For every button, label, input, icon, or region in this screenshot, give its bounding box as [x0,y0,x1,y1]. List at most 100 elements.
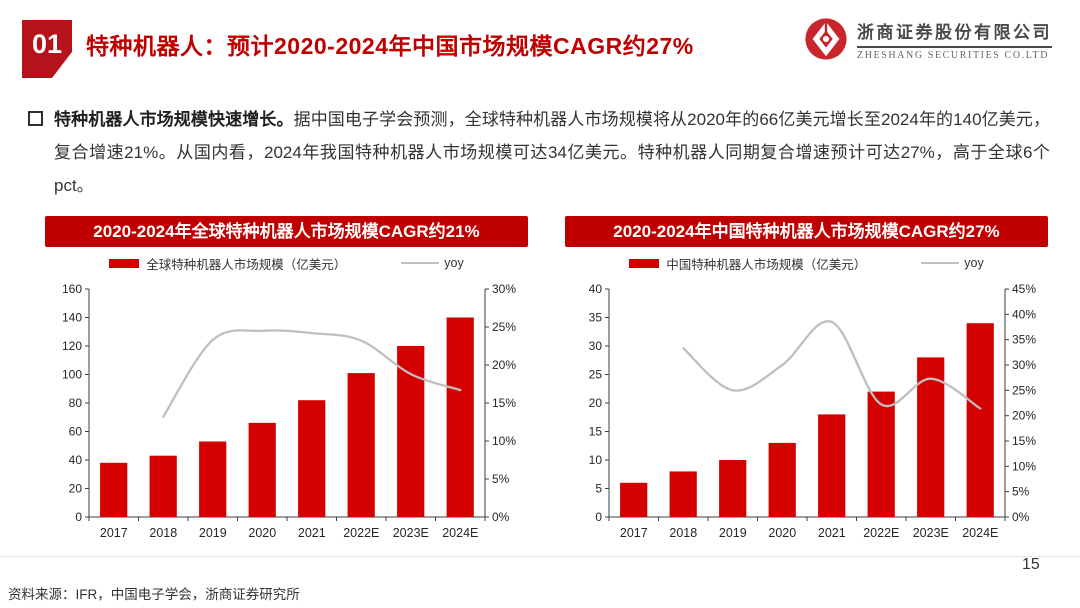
x-axis-label: 2017 [100,526,128,540]
chart-title-banner-china: 2020-2024年中国特种机器人市场规模CAGR约27% [565,216,1048,247]
left-axis-label: 5 [595,482,602,496]
right-axis-label: 0% [492,510,510,524]
bar [818,414,846,517]
section-number-box: 01 [22,20,72,78]
square-bullet-icon [28,111,43,126]
logo-text: 浙商证券股份有限公司 ZHESHANG SECURITIES CO.LTD [857,18,1052,61]
charts-row: 2020-2024年全球特种机器人市场规模CAGR约21% 全球特种机器人市场规… [45,216,1048,553]
right-axis-label: 15% [492,396,516,410]
chart-panel-china: 2020-2024年中国特种机器人市场规模CAGR约27% 中国特种机器人市场规… [565,216,1048,553]
summary-body: 据中国电子学会预测，全球特种机器人市场规模将从2020年的66亿美元增长至202… [54,110,1050,195]
x-axis-label: 2022E [343,526,379,540]
left-axis-label: 120 [62,339,82,353]
x-axis-label: 2017 [620,526,648,540]
x-axis-label: 2020 [768,526,796,540]
right-axis-label: 20% [1012,409,1036,423]
x-axis-label: 2021 [818,526,846,540]
logo-company-name-en: ZHESHANG SECURITIES CO.LTD [857,49,1050,61]
left-axis-label: 20 [589,396,603,410]
right-axis-label: 5% [492,472,510,486]
left-axis-label: 40 [589,282,603,296]
left-axis-label: 15 [589,425,603,439]
bar [669,471,697,517]
right-axis-label: 25% [492,320,516,334]
right-axis-label: 25% [1012,383,1036,397]
x-axis-label: 2024E [962,526,998,540]
left-axis-label: 35 [589,311,603,325]
x-axis-label: 2022E [863,526,899,540]
bar [199,441,227,517]
x-axis-label: 2023E [393,526,429,540]
bar [446,317,474,517]
page-title: 特种机器人：预计2020-2024年中国市场规模CAGR约27% [86,33,694,59]
right-axis-label: 15% [1012,434,1036,448]
legend-line-swatch-icon [921,261,960,265]
bar [917,357,945,517]
x-axis-label: 2019 [719,526,747,540]
chart-title-banner-global: 2020-2024年全球特种机器人市场规模CAGR约21% [45,216,528,247]
right-axis-label: 40% [1012,307,1036,321]
logo-icon [803,16,849,62]
x-axis-label: 2024E [442,526,478,540]
footer-divider [0,556,1080,557]
right-axis-label: 45% [1012,282,1036,296]
legend-bar-label: 中国特种机器人市场规模（亿美元） [666,257,867,272]
legend-line-swatch-icon [401,261,440,265]
left-axis-label: 160 [62,282,82,296]
right-axis-label: 0% [1012,510,1030,524]
bar [719,460,747,517]
bar [248,422,276,517]
x-axis-label: 2023E [913,526,949,540]
right-axis-label: 10% [492,434,516,448]
x-axis-label: 2019 [199,526,227,540]
legend-line-label: yoy [444,256,464,270]
logo-company-name-cn: 浙商证券股份有限公司 [857,18,1052,48]
legend-bar-swatch-icon [629,258,660,268]
yoy-line [682,320,982,410]
x-axis-label: 2018 [669,526,697,540]
chart-panel-global: 2020-2024年全球特种机器人市场规模CAGR约21% 全球特种机器人市场规… [45,216,528,553]
right-axis-label: 5% [1012,485,1030,499]
right-axis-label: 20% [492,358,516,372]
legend-bar-label: 全球特种机器人市场规模（亿美元） [146,257,347,272]
left-axis-label: 60 [69,425,83,439]
right-axis-label: 30% [492,282,516,296]
bar-line-chart-china: 0 5 10 15 20 25 30 35 40 0% 5% 10% 15% 20% 25% 30% 35% 40… [589,282,1037,540]
x-axis-label: 2021 [298,526,326,540]
legend-bar-swatch-icon [109,258,140,268]
page-number: 15 [1022,556,1040,573]
summary-lead: 特种机器人市场规模快速增长。 [54,110,294,129]
bar-line-chart-global: 0 20 40 60 80 100 120 140 160 0% 5% 10% 15% 20% 25% 30%… [62,282,516,540]
right-axis-label: 35% [1012,333,1036,347]
left-axis-label: 80 [69,396,83,410]
bar [397,346,425,517]
left-axis-label: 140 [62,311,82,325]
left-axis-label: 0 [595,510,602,524]
summary-text: 特种机器人市场规模快速增长。据中国电子学会预测，全球特种机器人市场规模将从202… [54,103,1050,202]
company-logo: 浙商证券股份有限公司 ZHESHANG SECURITIES CO.LTD [803,16,1052,62]
yoy-line [162,329,462,418]
left-axis-label: 20 [69,482,83,496]
right-axis-label: 30% [1012,358,1036,372]
chart-legend-china: 中国特种机器人市场规模（亿美元） yoy [565,247,1048,279]
x-axis-label: 2020 [248,526,276,540]
right-axis-label: 10% [1012,459,1036,473]
bar [620,482,648,517]
x-axis-label: 2018 [149,526,177,540]
left-axis-label: 10 [589,453,603,467]
chart-legend-global: 全球特种机器人市场规模（亿美元） yoy [45,247,528,279]
bar [149,455,177,517]
left-axis-label: 0 [75,510,82,524]
left-axis-label: 25 [589,368,603,382]
bar [347,373,375,517]
summary-section: 特种机器人市场规模快速增长。据中国电子学会预测，全球特种机器人市场规模将从202… [28,103,1050,202]
bar [768,442,796,517]
legend-line-label: yoy [964,256,984,270]
left-axis-label: 30 [589,339,603,353]
bar [966,323,994,517]
section-number: 01 [31,28,63,59]
left-axis-label: 100 [62,368,82,382]
bar [298,400,326,517]
left-axis-label: 40 [69,453,83,467]
